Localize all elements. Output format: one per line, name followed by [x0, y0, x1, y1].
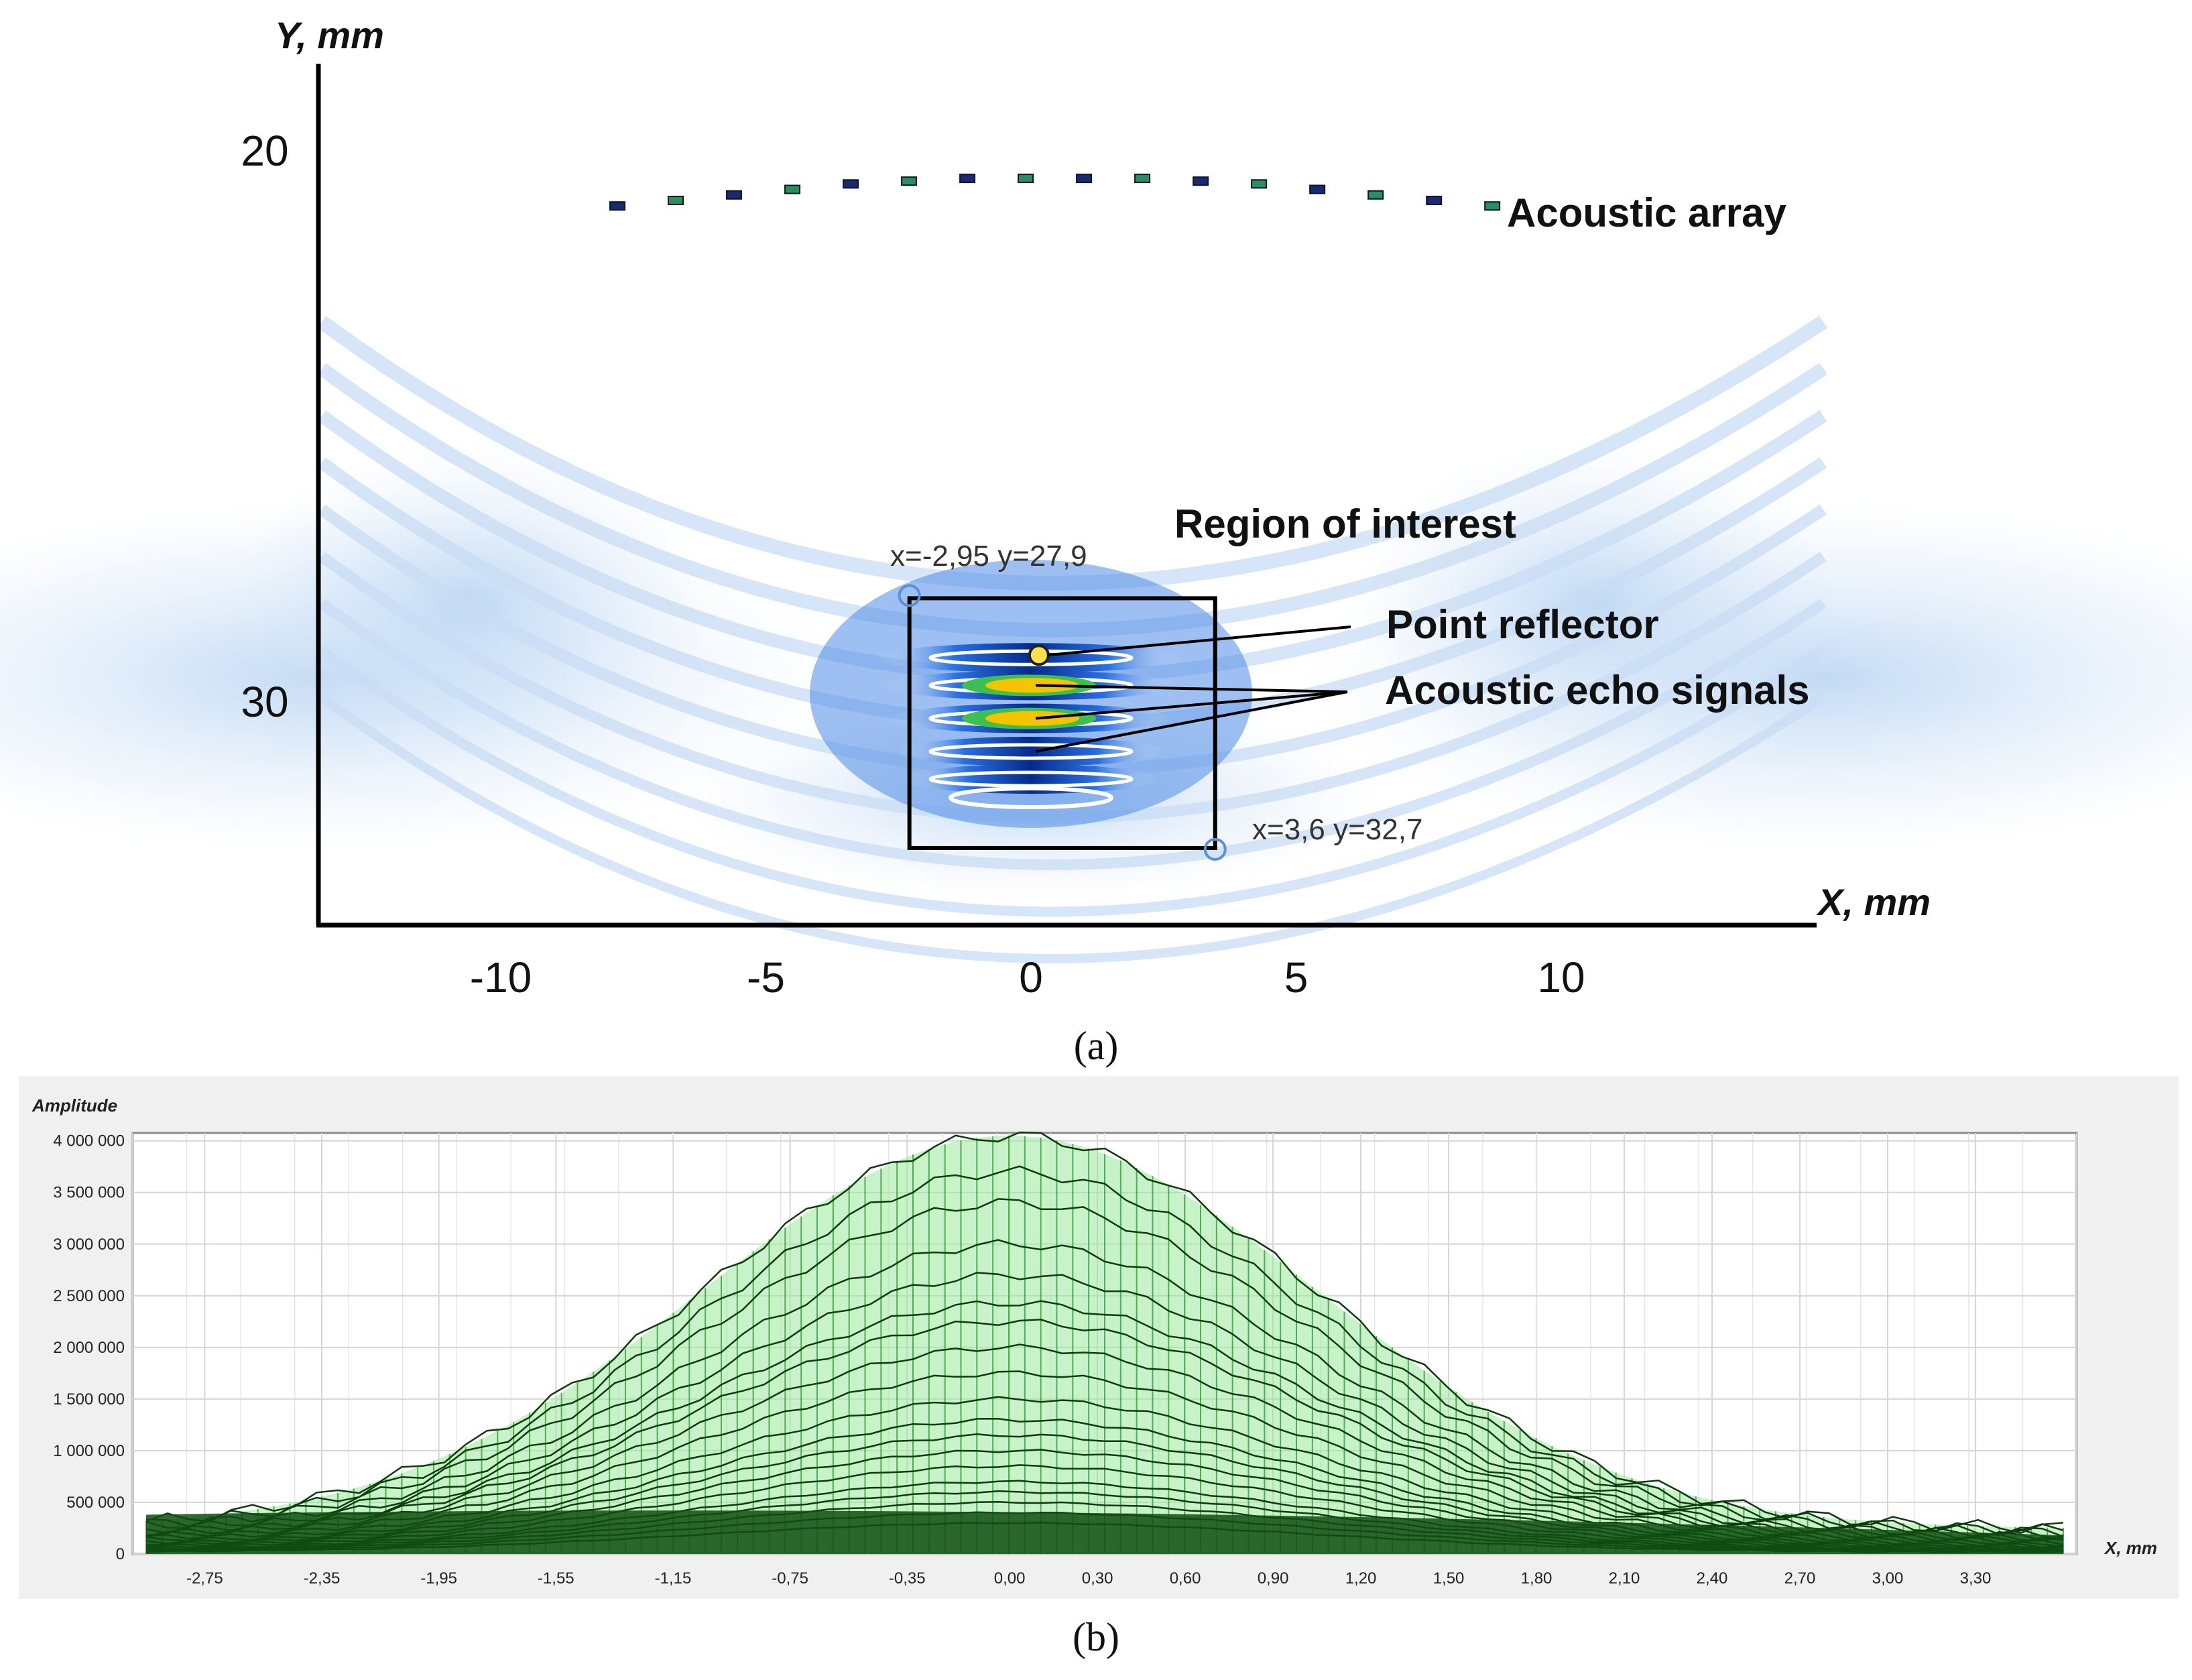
y-axis-title: Amplitude: [32, 1095, 117, 1116]
acoustic-field-image: [0, 315, 2192, 963]
y-tick-4000000: 4 000 000: [53, 1132, 125, 1150]
x-axis-title: X, mm: [2104, 1538, 2157, 1558]
x-tick-3,00: 3,00: [1872, 1569, 1904, 1587]
x-tick-0,90: 0,90: [1258, 1569, 1289, 1587]
x-tick--1,55: -1,55: [538, 1569, 574, 1587]
x-tick--0,35: -0,35: [889, 1569, 926, 1587]
x-tick--1,15: -1,15: [655, 1569, 692, 1587]
y-tick-0: 0: [116, 1545, 125, 1563]
panel-b-chart: -2,75 -2,35 -1,95 -1,55 -1,15 -0,75 -0,35 0,00 0…: [19, 1076, 2179, 1659]
point-reflector-marker: [1028, 644, 1050, 666]
y-tick-3000000: 3 000 000: [53, 1236, 125, 1254]
amplitude-mesh: [145, 1131, 2064, 1554]
x-tick-5: 5: [1284, 953, 1308, 1002]
annotation-point-reflector: Point reflector: [1386, 602, 1659, 647]
x-tick--5: -5: [747, 953, 785, 1002]
annotation-region-of-interest: Region of interest: [1174, 501, 1516, 546]
field-arc-7: [318, 646, 1827, 917]
x-tick--0,75: -0,75: [772, 1569, 808, 1587]
series-curve-2: [145, 1165, 2064, 1536]
panel-label-a: (a): [1074, 1024, 1119, 1068]
x-tick--1,95: -1,95: [420, 1569, 457, 1587]
y-tick-1000000: 1 000 000: [53, 1442, 125, 1460]
x-tick-10: 10: [1537, 953, 1585, 1002]
array-element-4: [784, 184, 801, 194]
array-element-15: [1426, 195, 1443, 205]
field-arc-6: [318, 599, 1827, 870]
x-tick-labels: -10 -5 0 5 10: [470, 953, 1585, 1002]
array-element-8: [1018, 174, 1034, 184]
x-tick-3,30: 3,30: [1960, 1569, 1992, 1587]
array-element-12: [1251, 179, 1268, 189]
echo-ring-3: [928, 743, 1134, 760]
x-tick--2,35: -2,35: [304, 1569, 341, 1587]
x-tick-1,50: 1,50: [1433, 1569, 1465, 1587]
leader-line-echo-1: [1035, 684, 1348, 693]
series-curve-1: [145, 1131, 2064, 1535]
y-tick-30: 30: [241, 678, 288, 726]
x-tick-2,70: 2,70: [1784, 1569, 1816, 1587]
field-arc-8: [318, 693, 1826, 963]
array-element-16: [1484, 201, 1501, 211]
x-tick--10: -10: [470, 953, 532, 1002]
array-element-1: [609, 201, 626, 211]
x-tick-2,10: 2,10: [1609, 1569, 1640, 1587]
series-curve-3: [145, 1198, 2064, 1538]
x-tick-1,20: 1,20: [1345, 1569, 1377, 1587]
x-tick-labels: -2,75 -2,35 -1,95 -1,55 -1,15 -0,75 -0,35 0,00 0…: [186, 1569, 1991, 1587]
leader-line-echo-3: [1035, 691, 1348, 753]
x-tick-2,40: 2,40: [1697, 1569, 1728, 1587]
annotation-acoustic-array: Acoustic array: [1507, 190, 1786, 235]
x-tick-0,60: 0,60: [1170, 1569, 1201, 1587]
array-element-3: [726, 190, 743, 200]
x-tick-0: 0: [1019, 953, 1043, 1002]
echo-band-4: [904, 764, 1158, 794]
array-element-11: [1193, 176, 1209, 186]
roi-corner-marker-top-left: [898, 584, 921, 607]
x-tick-0,00: 0,00: [994, 1569, 1026, 1587]
array-element-9: [1076, 174, 1093, 184]
y-tick-2000000: 2 000 000: [53, 1339, 125, 1357]
base-band: [146, 1510, 2063, 1554]
roi-rectangle: [907, 596, 1217, 850]
lower-ring: [949, 786, 1113, 809]
echo-band-3: [897, 736, 1165, 766]
roi-corner-label-bottom-right: x=3,6 y=32,7: [1252, 813, 1422, 846]
y-tick-1500000: 1 500 000: [53, 1390, 125, 1408]
panel-a-axes: [316, 64, 1817, 928]
leader-line-echo-2: [1035, 691, 1348, 720]
region-of-interest-box: [898, 584, 1351, 861]
y-axis-title: Y, mm: [275, 14, 384, 56]
array-element-7: [959, 174, 976, 184]
echo-ring-4: [928, 770, 1134, 788]
y-tick-2500000: 2 500 000: [53, 1287, 125, 1305]
y-tick-20: 20: [241, 127, 288, 175]
annotations: Acoustic array Region of interest Point …: [890, 190, 1810, 846]
annotation-acoustic-echo-signals: Acoustic echo signals: [1385, 668, 1810, 713]
echo-peak-yellow-1: [985, 678, 1079, 693]
y-tick-labels: 4 000 000 3 500 000 3 000 000 2 500 000 2 00…: [53, 1132, 125, 1563]
echo-peak-yellow-2: [985, 711, 1079, 726]
y-tick-3500000: 3 500 000: [53, 1184, 125, 1202]
x-tick--2,75: -2,75: [186, 1569, 223, 1587]
roi-corner-marker-bottom-right: [1203, 837, 1227, 861]
x-axis-title: X, mm: [1816, 881, 1931, 923]
leader-line-reflector: [1046, 625, 1351, 657]
array-element-10: [1134, 174, 1151, 184]
array-element-14: [1367, 190, 1384, 200]
x-tick-0,30: 0,30: [1082, 1569, 1113, 1587]
array-element-6: [901, 176, 918, 186]
roi-corner-label-top-left: x=-2,95 y=27,9: [890, 540, 1087, 573]
panel-label-b: (b): [1073, 1615, 1119, 1659]
array-element-13: [1309, 184, 1326, 194]
series-curve-7: [145, 1319, 2064, 1544]
x-tick-1,80: 1,80: [1521, 1569, 1552, 1587]
array-element-5: [843, 179, 859, 189]
y-tick-500000: 500 000: [66, 1494, 125, 1512]
array-element-2: [668, 195, 684, 205]
acoustic-array: [609, 174, 1501, 211]
